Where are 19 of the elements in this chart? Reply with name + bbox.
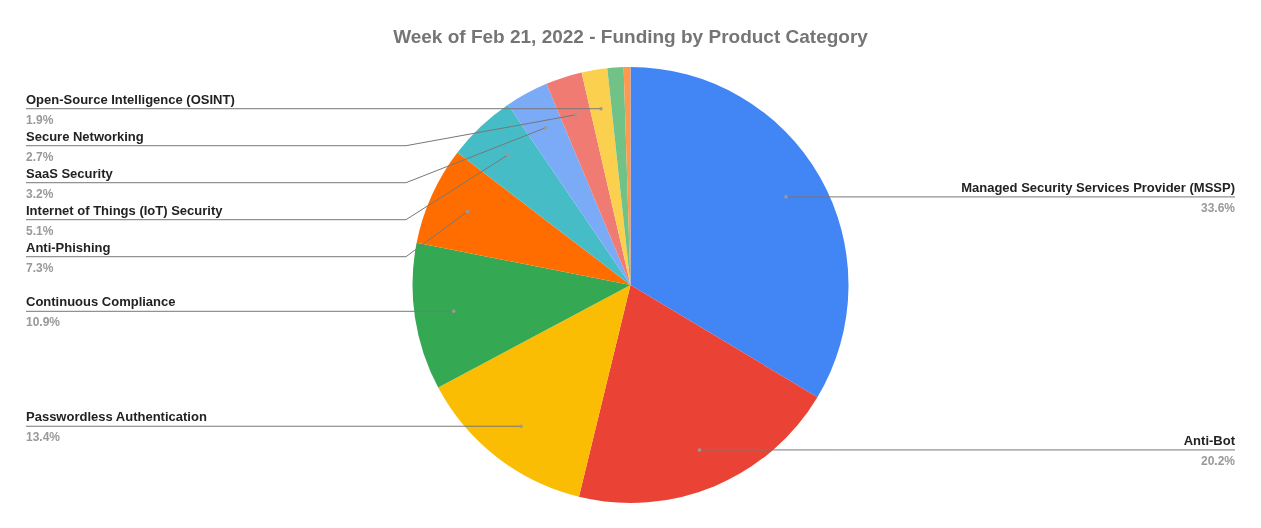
slice-label: Passwordless Authentication xyxy=(26,409,207,425)
slice-label: Anti-Phishing xyxy=(26,239,111,255)
slice-label: SaaS Security xyxy=(26,165,114,181)
data-label: 1.9% xyxy=(26,112,54,127)
slice-label: Secure Networking xyxy=(26,128,144,144)
data-label: 2.7% xyxy=(26,149,54,164)
slice-label: Managed Security Services Provider (MSSP) xyxy=(961,179,1235,195)
data-label: 3.2% xyxy=(26,186,54,201)
data-label: 20.2% xyxy=(1200,453,1236,468)
chart-title: Week of Feb 21, 2022 - Funding by Product Category xyxy=(393,26,869,48)
data-label: 13.4% xyxy=(26,430,61,445)
data-label: 10.9% xyxy=(26,315,61,330)
slice-label: Continuous Compliance xyxy=(26,294,176,310)
data-label: 33.6% xyxy=(1200,200,1236,215)
data-label: 5.1% xyxy=(26,223,54,238)
slice-label: Open-Source Intelligence (OSINT) xyxy=(26,91,235,107)
slice-label: Anti-Bot xyxy=(1183,432,1236,448)
slice-label: Internet of Things (IoT) Security xyxy=(26,202,224,218)
data-label: 7.3% xyxy=(26,260,54,275)
